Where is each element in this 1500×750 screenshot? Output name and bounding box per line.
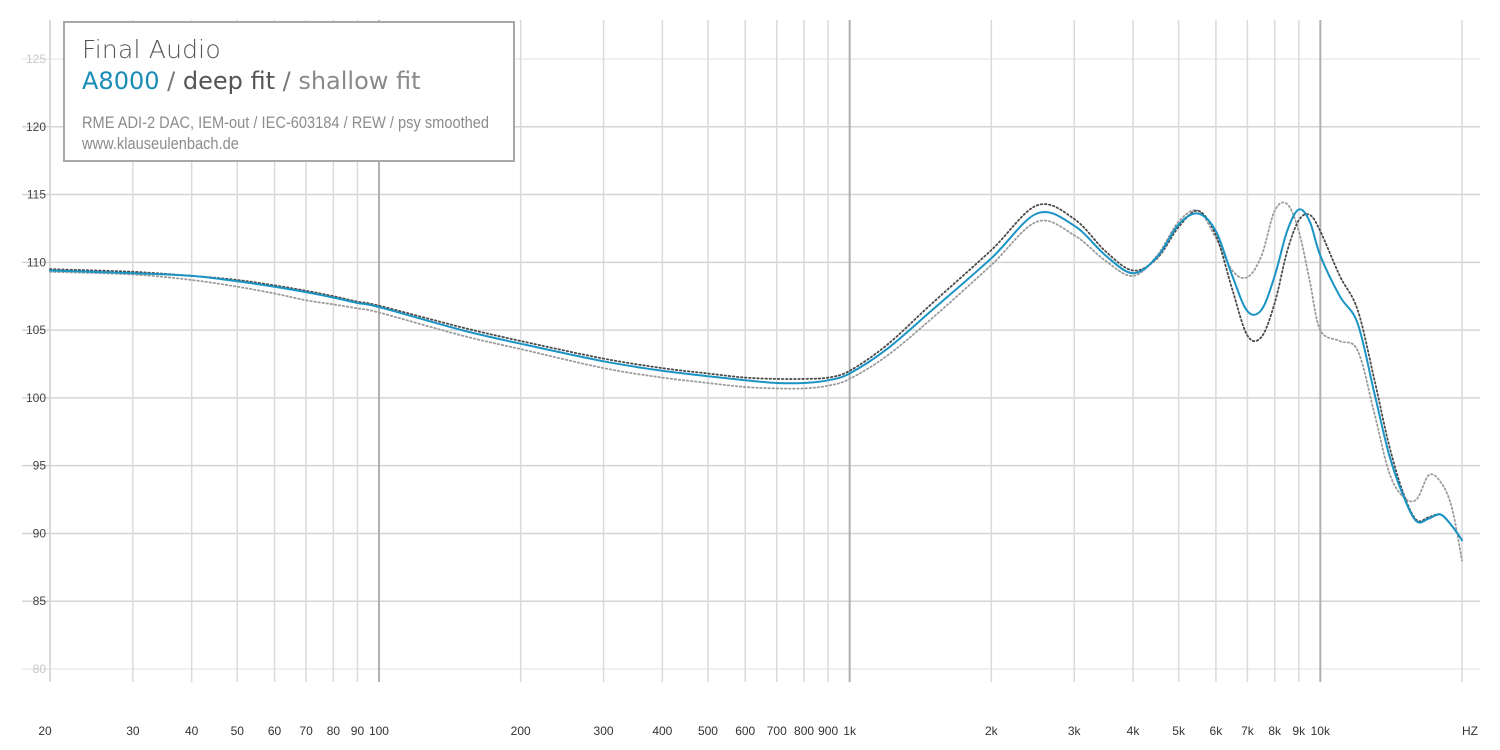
x-tick-label: 200 [511, 724, 531, 738]
legend-model-name: A8000 [82, 67, 160, 95]
x-tick-label: 60 [268, 724, 282, 738]
legend-brand: Final Audio [82, 35, 221, 64]
legend-measurement-setup: RME ADI-2 DAC, IEM-out / IEC-603184 / RE… [82, 113, 490, 132]
x-tick-label: 800 [794, 724, 814, 738]
x-tick-label: 40 [185, 724, 199, 738]
x-tick-label: 600 [735, 724, 755, 738]
legend-box: Final Audio A8000 / deep fit / shallow f… [63, 21, 515, 162]
legend-website: www.klauseulenbach.de [82, 134, 239, 153]
x-tick-label: 4k [1127, 724, 1141, 738]
y-tick-label: 95 [33, 459, 47, 473]
x-tick-label: 3k [1068, 724, 1082, 738]
legend-separator: / [159, 67, 183, 95]
x-tick-label: 20 [38, 724, 52, 738]
series-deep-fit-line [49, 203, 1463, 542]
legend-series-line: A8000 / deep fit / shallow fit [82, 67, 421, 95]
y-tick-label: 105 [26, 323, 46, 337]
x-tick-label: 30 [126, 724, 140, 738]
x-tick-label: 100 [369, 724, 389, 738]
x-axis-labels: 20 30 40 50 60 70 80 90 100 200 300 400 500 600 700 800… [38, 724, 1331, 738]
y-tick-label: 100 [26, 391, 46, 405]
x-unit-label: HZ [1462, 724, 1478, 738]
x-tick-label: 300 [594, 724, 614, 738]
y-tick-label: 120 [26, 120, 46, 134]
y-tick-label: 115 [27, 188, 46, 202]
x-tick-label: 700 [767, 724, 787, 738]
y-tick-label: 85 [33, 594, 47, 608]
y-tick-label: 110 [27, 255, 46, 269]
x-tick-label: 80 [327, 724, 341, 738]
x-tick-label: 9k [1292, 724, 1306, 738]
legend-shallow-fit: shallow fit [298, 67, 421, 95]
y-axis-labels: 80 85 90 95 100 105 110 115 120 125 [26, 52, 46, 676]
x-tick-label: 5k [1172, 724, 1186, 738]
y-tick-label: 80 [33, 662, 47, 676]
horizontal-grid [22, 58, 1480, 670]
x-tick-label: 7k [1241, 724, 1255, 738]
x-tick-label: 8k [1268, 724, 1282, 738]
x-tick-label: 70 [299, 724, 313, 738]
x-tick-label: 900 [818, 724, 838, 738]
series-layer [49, 201, 1463, 562]
x-tick-label: 2k [985, 724, 999, 738]
x-tick-label: 90 [351, 724, 365, 738]
legend-separator: / [275, 67, 299, 95]
x-tick-label: 50 [231, 724, 245, 738]
y-tick-label: 90 [33, 526, 47, 540]
y-tick-label: 125 [26, 52, 46, 66]
series-main-line [49, 208, 1463, 542]
series-shallow-fit-line [49, 201, 1463, 562]
x-tick-label: 400 [652, 724, 672, 738]
legend-deep-fit: deep fit [182, 67, 275, 95]
x-tick-label: 500 [698, 724, 718, 738]
x-tick-label: 1k [843, 724, 857, 738]
x-tick-label: 6k [1210, 724, 1224, 738]
x-tick-label: 10k [1311, 724, 1331, 738]
